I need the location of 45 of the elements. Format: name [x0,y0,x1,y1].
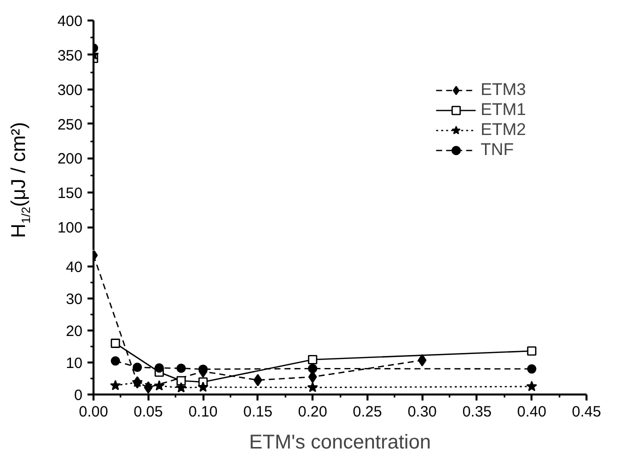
x-tick-label: 0.25 [352,404,382,420]
legend-label: ETM1 [480,100,526,120]
x-tick-label: 0.30 [408,404,437,420]
point [110,380,121,390]
point [132,362,142,372]
legend-label: ETM3 [480,80,526,100]
legend-label: ETM2 [480,120,526,140]
x-tick-label: 0.15 [243,404,272,420]
point [308,364,318,374]
x-tick-label: 0.20 [298,404,328,420]
y-tick-label: 100 [57,220,83,237]
y-tick-label: 30 [66,291,83,308]
point [307,382,318,392]
y-tick-label: 300 [57,82,83,99]
y-tick-label: 250 [57,116,83,134]
point [176,376,186,386]
x-tick-label: 0.45 [572,404,602,420]
x-tick-label: 0.35 [462,404,492,420]
point [154,380,165,391]
y-tick-label: 0 [74,387,82,404]
legend-label: TNF [480,140,514,160]
y-tick-label: 20 [66,323,83,340]
y-tick-label: 200 [57,150,83,168]
y-tick-label: 400 [57,13,83,30]
point [154,363,164,373]
x-tick-label: 0.00 [78,404,108,420]
y-tick-label: 350 [57,47,83,64]
y-tick-label: 40 [66,259,83,276]
point [418,354,426,366]
y-tick-label: 10 [66,355,83,372]
x-tick-label: 0.05 [134,404,163,420]
point [110,356,120,366]
point [198,381,208,392]
point [110,338,120,348]
point [176,364,186,373]
y-tick-label: 150 [57,185,83,202]
point [527,364,536,374]
x-tick-label: 0.40 [517,404,546,420]
point [144,381,153,394]
point [176,382,187,392]
point [308,354,318,364]
x-tick-label: 0.10 [188,404,218,420]
point [527,346,536,356]
x-axis-title: ETM's concentration [249,432,431,454]
point [526,380,538,392]
